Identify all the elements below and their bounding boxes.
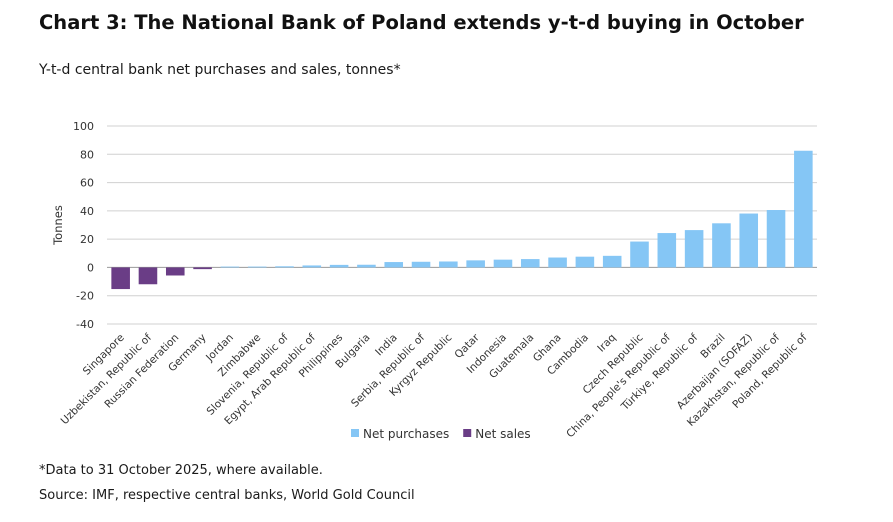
y-tick-label: 80 bbox=[80, 148, 94, 161]
bar-net-purchase bbox=[493, 259, 513, 268]
bar-net-purchase bbox=[548, 257, 567, 268]
y-tick-label: 100 bbox=[73, 120, 94, 133]
bar-net-purchase bbox=[411, 261, 431, 268]
y-tick-label: 40 bbox=[80, 205, 94, 218]
bar-net-sale bbox=[111, 267, 130, 290]
bars bbox=[111, 150, 813, 290]
chart-subtitle: Y-t-d central bank net purchases and sal… bbox=[39, 62, 401, 78]
bar-net-purchase bbox=[794, 150, 813, 268]
bar-net-sale bbox=[165, 267, 185, 276]
y-tick-label: 0 bbox=[87, 261, 94, 274]
y-tick-labels: 100 80 60 40 20 0 -20 -40 bbox=[73, 120, 94, 331]
y-tick-label: -40 bbox=[76, 318, 94, 331]
legend-label-purchase: Net purchases bbox=[363, 427, 449, 441]
category-label: Iraq bbox=[595, 332, 618, 355]
legend: Net purchases Net sales bbox=[351, 427, 531, 441]
bar-net-purchase bbox=[575, 256, 595, 268]
bar-net-purchase bbox=[384, 262, 404, 268]
bar-net-purchase bbox=[766, 210, 786, 268]
legend-swatch-purchase bbox=[351, 429, 359, 437]
bar-net-purchase bbox=[466, 260, 485, 268]
y-axis-title: Tonnes bbox=[51, 205, 65, 246]
chart-title: Chart 3: The National Bank of Poland ext… bbox=[39, 11, 804, 34]
bar-net-sale bbox=[138, 267, 158, 285]
bar-net-sale bbox=[193, 267, 212, 270]
bar-net-purchase bbox=[220, 266, 240, 268]
legend-swatch-sale bbox=[463, 429, 472, 437]
bar-net-purchase bbox=[247, 266, 267, 268]
bar-net-purchase bbox=[602, 255, 622, 268]
bar-net-purchase bbox=[520, 259, 540, 268]
bar-net-purchase bbox=[439, 261, 458, 268]
bar-net-purchase bbox=[684, 230, 704, 268]
legend-label-sale: Net sales bbox=[475, 427, 530, 441]
bar-net-purchase bbox=[739, 213, 759, 268]
grid-lines bbox=[107, 125, 817, 325]
source-note: Source: IMF, respective central banks, W… bbox=[39, 488, 415, 503]
bar-net-purchase bbox=[657, 233, 677, 268]
bar-net-purchase bbox=[329, 264, 349, 268]
bar-net-purchase bbox=[275, 266, 294, 268]
bar-net-purchase bbox=[302, 265, 322, 268]
footnote: *Data to 31 October 2025, where availabl… bbox=[39, 463, 323, 478]
y-tick-label: 20 bbox=[80, 233, 94, 246]
y-tick-label: 60 bbox=[80, 177, 94, 190]
y-tick-label: -20 bbox=[76, 290, 94, 303]
bar-net-purchase bbox=[630, 241, 649, 268]
bar-net-purchase bbox=[357, 264, 376, 268]
bar-net-purchase bbox=[712, 223, 731, 268]
